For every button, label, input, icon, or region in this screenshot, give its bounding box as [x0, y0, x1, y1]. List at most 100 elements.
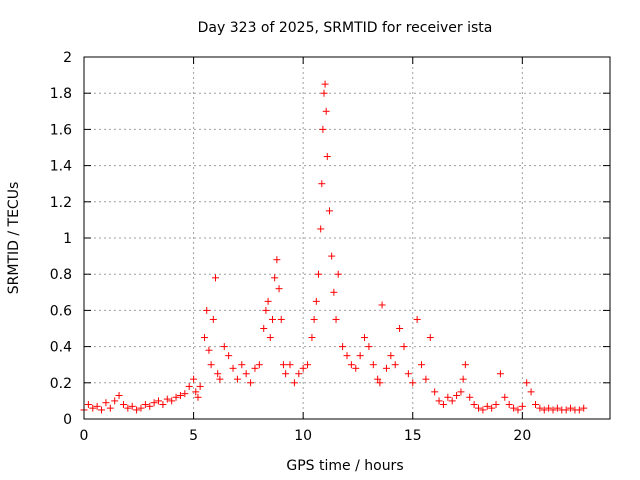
data-point	[216, 375, 224, 383]
y-axis-label: SRMTID / TECUs	[6, 182, 22, 295]
data-point	[264, 297, 272, 305]
data-point	[192, 388, 200, 396]
data-point	[150, 399, 158, 407]
data-point	[325, 207, 333, 215]
x-tick-label: 5	[189, 428, 198, 444]
data-point	[141, 401, 149, 409]
data-point	[242, 370, 250, 378]
data-point	[461, 361, 469, 369]
data-point	[315, 270, 323, 278]
data-point	[457, 388, 465, 396]
data-point	[185, 382, 193, 390]
data-point	[137, 404, 145, 412]
data-point	[536, 404, 544, 412]
data-point	[163, 395, 171, 403]
data-point	[439, 401, 447, 409]
data-point	[106, 404, 114, 412]
data-point	[260, 325, 268, 332]
data-point	[435, 397, 443, 405]
data-point	[466, 393, 474, 401]
x-tick-label: 10	[294, 428, 312, 444]
data-point	[347, 361, 355, 369]
data-point	[111, 397, 119, 405]
data-point	[318, 180, 326, 188]
y-tick-label: 0	[63, 412, 72, 428]
y-tick-label: 1.2	[50, 195, 72, 211]
data-point	[369, 361, 377, 369]
data-point	[310, 315, 318, 323]
y-tick-label: 0.8	[50, 267, 72, 283]
gridlines	[84, 57, 610, 419]
y-tick-label: 0.6	[50, 303, 72, 319]
data-point	[84, 401, 92, 409]
data-point	[549, 406, 557, 414]
data-point	[378, 301, 386, 309]
data-point	[330, 288, 338, 296]
data-point	[194, 393, 202, 401]
data-point	[220, 343, 228, 351]
data-point	[361, 334, 369, 342]
y-tick-label: 0.2	[50, 376, 72, 392]
data-point	[404, 370, 412, 378]
data-point	[266, 334, 274, 342]
data-point	[374, 375, 382, 383]
data-point	[275, 285, 283, 293]
data-point	[89, 404, 97, 412]
data-point	[317, 225, 325, 233]
data-point	[413, 315, 421, 323]
data-point	[332, 315, 340, 323]
data-point	[93, 402, 101, 410]
data-point	[128, 402, 136, 410]
data-point	[387, 352, 395, 360]
data-point	[531, 401, 539, 409]
data-point	[453, 391, 461, 399]
data-point	[475, 404, 482, 412]
data-point	[409, 379, 417, 387]
data-point	[98, 406, 106, 414]
data-points	[80, 80, 588, 414]
data-point	[396, 325, 404, 332]
data-point	[444, 393, 452, 401]
y-tick-label: 1	[63, 231, 72, 247]
data-point	[205, 346, 213, 354]
x-tick-label: 0	[80, 428, 89, 444]
data-point	[319, 125, 327, 133]
data-point	[119, 401, 127, 409]
data-point	[492, 401, 500, 409]
data-point	[483, 402, 491, 410]
data-point	[290, 379, 298, 387]
data-point	[273, 256, 281, 264]
data-point	[207, 361, 215, 369]
data-point	[352, 364, 360, 372]
data-point	[196, 382, 204, 390]
data-point	[229, 364, 237, 372]
data-point	[321, 80, 329, 88]
data-point	[422, 375, 430, 383]
data-point	[271, 274, 279, 282]
data-point	[391, 361, 399, 369]
data-point	[282, 370, 290, 378]
data-point	[304, 361, 312, 369]
data-point	[343, 352, 351, 360]
data-point	[496, 370, 504, 378]
data-point	[545, 404, 553, 412]
data-point	[518, 402, 526, 410]
data-point	[523, 379, 531, 387]
data-point	[146, 402, 154, 410]
data-point	[426, 334, 434, 342]
data-point	[262, 306, 270, 314]
data-point	[251, 364, 259, 372]
chart-title: Day 323 of 2025, SRMTID for receiver ist…	[198, 20, 493, 36]
data-point	[209, 315, 217, 323]
data-point	[488, 404, 496, 412]
data-point	[181, 390, 189, 398]
data-point	[431, 388, 439, 396]
data-point	[334, 270, 342, 278]
y-tick-label: 1.6	[50, 122, 72, 138]
data-point	[510, 404, 518, 412]
data-point	[479, 406, 487, 414]
data-point	[382, 364, 390, 372]
data-point	[247, 379, 255, 387]
x-tick-label: 20	[513, 428, 531, 444]
data-point	[323, 153, 331, 161]
